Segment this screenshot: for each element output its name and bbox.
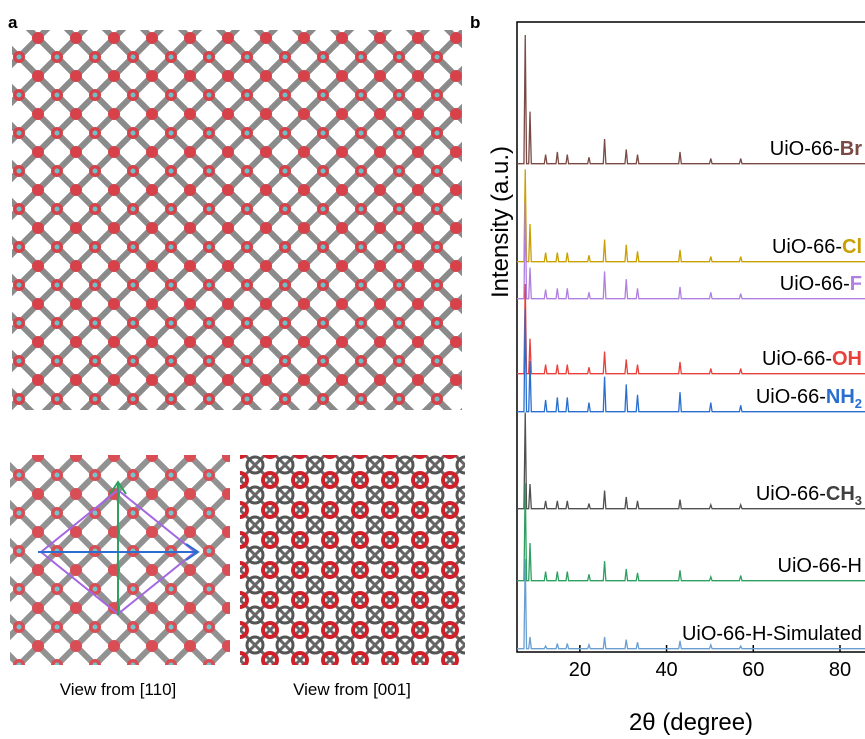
series-label-part: 2 xyxy=(855,396,862,411)
series-label-part: UiO-66- xyxy=(772,236,842,258)
series-label: UiO-66-Cl xyxy=(772,236,862,258)
x-tick-label: 40 xyxy=(655,659,677,681)
series-label: UiO-66-F xyxy=(780,273,862,295)
series-label-part: UiO-66- xyxy=(756,483,826,505)
x-tick-label: 80 xyxy=(829,659,851,681)
y-axis-label: Intensity (a.u.) xyxy=(487,146,514,298)
series-label-part: F xyxy=(850,273,862,295)
panel-label: b xyxy=(470,13,480,32)
x-tick-label: 20 xyxy=(569,659,591,681)
figure: a b View from [110] View from [001] Inte… xyxy=(0,0,865,739)
series-label-part: UiO-66-H xyxy=(778,555,862,577)
panel-label: a xyxy=(8,13,18,32)
series-label-part: OH xyxy=(832,348,862,370)
series-label-part: Cl xyxy=(842,236,862,258)
series-label: UiO-66-CH3 xyxy=(756,483,862,508)
x-tick-label: 60 xyxy=(742,659,764,681)
structure-image xyxy=(12,30,462,410)
series-label: UiO-66-H xyxy=(778,555,862,577)
series-label-part: CH xyxy=(826,483,855,505)
x-axis-label: 2θ (degree) xyxy=(629,709,753,736)
series-label-part: 3 xyxy=(855,493,862,508)
series-label-part: UiO-66- xyxy=(762,348,832,370)
series-label-part: UiO-66- xyxy=(780,273,850,295)
series-label: UiO-66-NH2 xyxy=(756,386,862,411)
series-label-part: UiO-66- xyxy=(756,386,826,408)
series-label-part: UiO-66- xyxy=(770,138,840,160)
series-label: UiO-66-OH xyxy=(762,348,862,370)
caption: View from [001] xyxy=(293,680,411,699)
caption: View from [110] xyxy=(60,680,177,699)
series-label: UiO-66-H-Simulated xyxy=(682,623,862,645)
series-label-part: UiO-66-H-Simulated xyxy=(682,623,862,645)
series-label: UiO-66-Br xyxy=(770,138,862,160)
structure-view-001 xyxy=(240,455,465,665)
series-label-part: NH xyxy=(826,386,855,408)
series-label-part: Br xyxy=(840,138,862,160)
